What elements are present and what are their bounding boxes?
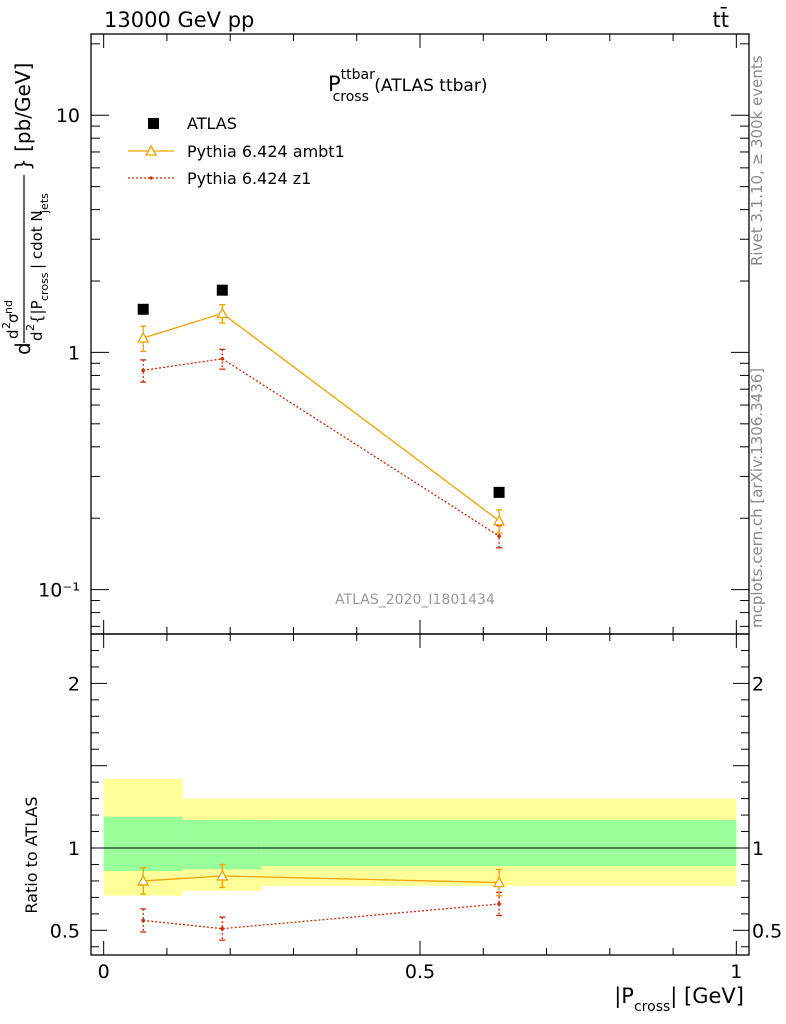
ratio-y-tick-label-left-2: 2 bbox=[68, 673, 80, 695]
ratio-z1-point bbox=[497, 902, 501, 906]
svg-text:σ: σ bbox=[4, 313, 22, 323]
svg-text:jets: jets bbox=[38, 193, 51, 214]
ratio-band-inner-1 bbox=[182, 820, 262, 870]
rivet-version-label: Rivet 3.1.10, ≥ 300k events bbox=[748, 55, 766, 266]
svg-text:d: d bbox=[4, 329, 22, 339]
plot-title: Pttbar cross (ATLAS ttbar) bbox=[328, 67, 487, 105]
svg-text:d: d bbox=[28, 331, 46, 341]
main-atlas-point bbox=[137, 303, 149, 315]
ratio-ambt1-point bbox=[137, 874, 150, 886]
svg-text:} [pb/GeV]: } [pb/GeV] bbox=[11, 63, 35, 171]
ratio-ambt1-point bbox=[216, 869, 229, 881]
main-panel: 10⁻¹ 1 10 bbox=[38, 33, 750, 635]
plot-title-sub: cross bbox=[333, 89, 369, 105]
ratio-panel: 0 0.5 1 0.5 0.5 1 1 2 2 bbox=[50, 633, 782, 983]
header-energy-label: 13000 GeV pp bbox=[104, 8, 254, 32]
main-y-tick-label-0: 10⁻¹ bbox=[38, 580, 80, 602]
main-ambt1-point bbox=[492, 514, 506, 526]
x-tick-label-2: 1 bbox=[730, 961, 742, 983]
main-y-tick-label-1: 1 bbox=[68, 342, 80, 364]
main-z1-line bbox=[143, 358, 500, 537]
main-y-tick-label-2: 10 bbox=[56, 105, 80, 127]
svg-text:2: 2 bbox=[0, 322, 13, 329]
svg-text:{|P: {|P bbox=[28, 300, 46, 324]
lower-y-axis-label: Ratio to ATLAS bbox=[22, 796, 41, 913]
main-atlas-point bbox=[493, 486, 505, 498]
ratio-y-tick-label-right-0: 0.5 bbox=[752, 920, 782, 942]
ratio-ambt1-point bbox=[492, 876, 506, 888]
ratio-y-tick-label-left-0: 0.5 bbox=[50, 920, 80, 942]
legend-label-ambt1: Pythia 6.424 ambt1 bbox=[187, 142, 345, 161]
main-ambt1-point bbox=[137, 331, 150, 343]
main-z1-point bbox=[141, 368, 145, 373]
svg-text:cross: cross bbox=[38, 272, 51, 301]
legend-marker-atlas bbox=[148, 118, 159, 129]
ratio-z1-point bbox=[141, 918, 145, 923]
main-z1-point bbox=[497, 534, 501, 538]
legend-label-atlas: ATLAS bbox=[187, 114, 237, 133]
ratio-z1-point bbox=[220, 926, 225, 931]
ratio-z1-line bbox=[143, 903, 500, 930]
ratio-y-tick-label-right-1: 1 bbox=[752, 838, 764, 860]
x-axis-label: |Pcross| [GeV] bbox=[614, 984, 744, 1015]
ratio-band-inner-2 bbox=[261, 820, 737, 867]
x-tick-label-0: 0 bbox=[98, 961, 110, 983]
svg-text:nd: nd bbox=[2, 300, 15, 314]
header-process-label: tt̄ bbox=[713, 7, 729, 32]
svg-text:d: d bbox=[11, 342, 35, 355]
mcplots-label: mcplots.cern.ch [arXiv:1306.3436] bbox=[748, 368, 766, 628]
legend-marker-z1 bbox=[149, 176, 153, 180]
svg-text:| cdot N: | cdot N bbox=[28, 210, 46, 269]
legend: ATLAS Pythia 6.424 ambt1 Pythia 6.424 z1 bbox=[128, 114, 345, 188]
main-z1-point bbox=[220, 356, 225, 361]
ratio-y-tick-label-right-2: 2 bbox=[752, 673, 764, 695]
ratio-y-tick-label-left-1: 1 bbox=[68, 838, 80, 860]
main-ambt1-point bbox=[216, 307, 229, 319]
ratio-frame bbox=[90, 633, 750, 956]
legend-marker-ambt1 bbox=[144, 144, 158, 156]
svg-text:2: 2 bbox=[24, 324, 37, 331]
upper-y-axis-label: d d 2 σ nd d 2 {|P cross | cdot N jets }… bbox=[0, 63, 51, 355]
x-tick-label-1: 0.5 bbox=[405, 961, 435, 983]
main-atlas-point bbox=[216, 284, 228, 296]
analysis-label: ATLAS_2020_I1801434 bbox=[335, 592, 495, 608]
ratio-band-inner-0 bbox=[103, 816, 183, 872]
main-ambt1-line bbox=[143, 312, 500, 522]
legend-label-z1: Pythia 6.424 z1 bbox=[187, 169, 311, 188]
